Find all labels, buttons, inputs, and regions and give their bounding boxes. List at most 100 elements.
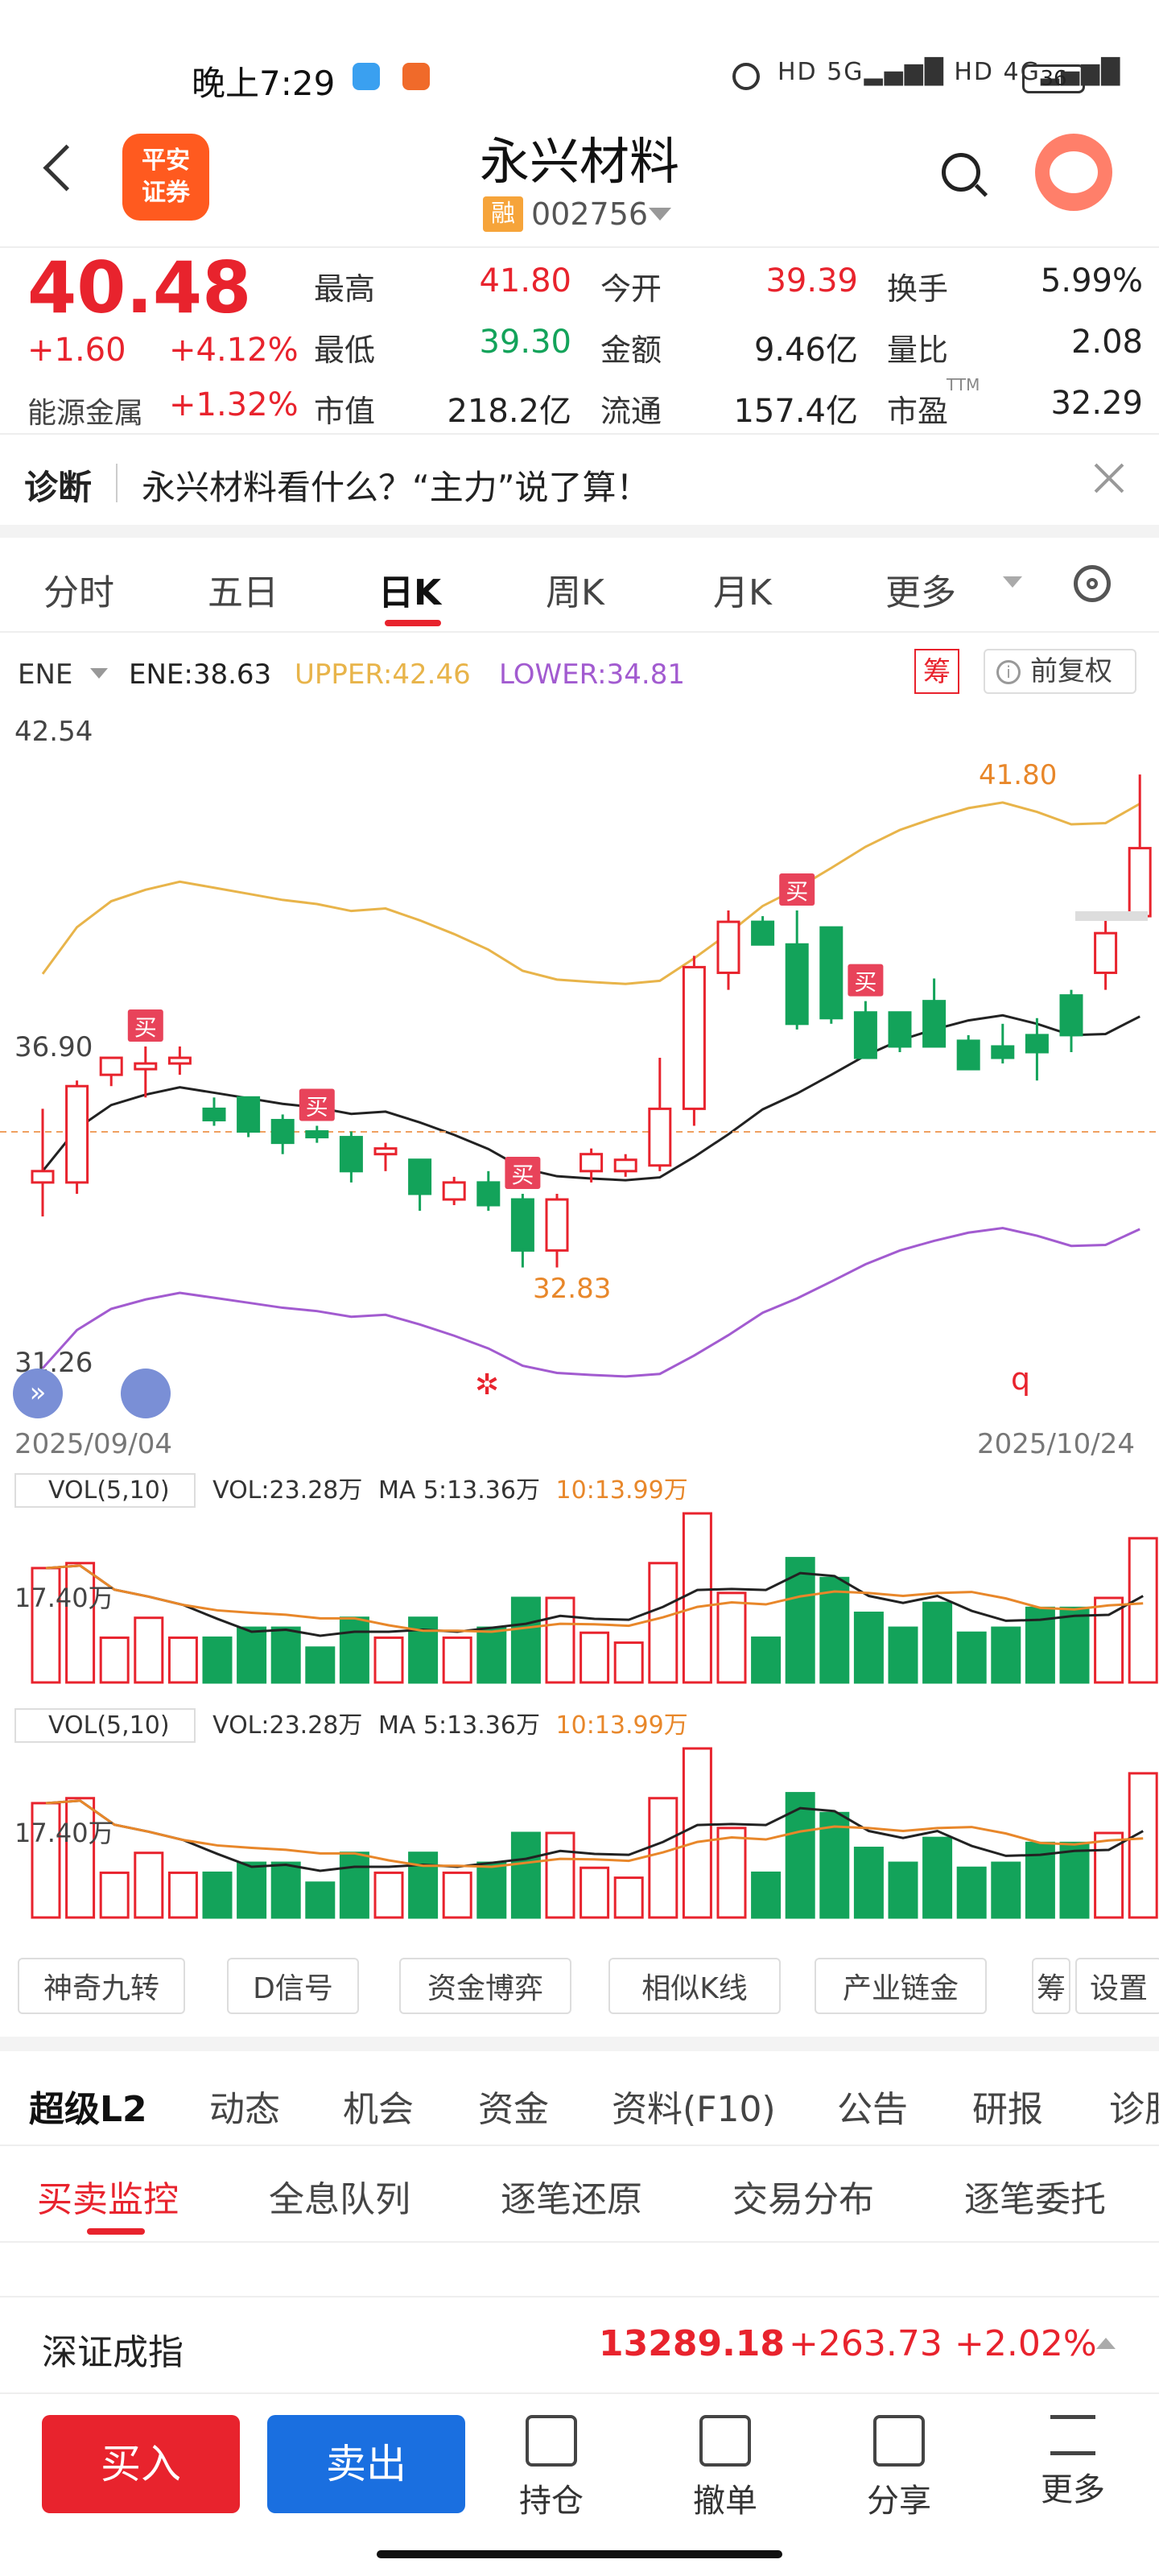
candle — [888, 1011, 912, 1052]
sub-tab-tick-orders[interactable]: 逐笔委托 — [964, 2179, 1106, 2220]
turnover-label: 换手 — [887, 271, 949, 307]
candle — [305, 1125, 329, 1143]
info-tab-diagnosis[interactable]: 诊股 — [1109, 2080, 1159, 2132]
sub-tab-tick-restore[interactable]: 逐笔还原 — [501, 2179, 642, 2220]
diagnosis-label: 诊断 — [24, 468, 93, 507]
volume-chart-2[interactable]: 17.40万 — [0, 1740, 1159, 1934]
tool-fund-game[interactable]: 资金博弈 — [399, 1958, 571, 2014]
volume-bar — [545, 1596, 575, 1684]
info-tab-announcements[interactable]: 公告 — [837, 2089, 908, 2130]
tab-monthly-k[interactable]: 月K — [713, 572, 772, 613]
candle — [270, 1114, 295, 1154]
info-tab-super-l2[interactable]: 超级L2 — [29, 2089, 147, 2130]
close-icon[interactable] — [1090, 459, 1128, 497]
candle — [237, 1096, 261, 1137]
sub-tab-full-queue[interactable]: 全息队列 — [269, 2179, 410, 2220]
candle — [1094, 916, 1118, 990]
info-tab-funds[interactable]: 资金 — [478, 2089, 549, 2130]
info-tab-news[interactable]: 动态 — [209, 2089, 280, 2130]
volume-chart-1[interactable]: 17.40万 — [0, 1505, 1159, 1699]
stock-title[interactable]: 永兴材料 — [479, 132, 679, 191]
share-button[interactable]: 分享 — [847, 2415, 951, 2521]
info-icon: i — [996, 660, 1021, 684]
vol-header-1[interactable]: VOL(5,10) VOL:23.28万 MA 5:13.36万 10:13.9… — [14, 1470, 1141, 1509]
turnover-value: 5.99% — [1040, 262, 1143, 299]
sector-name[interactable]: 能源金属 — [27, 397, 144, 430]
volume-bar — [682, 1512, 712, 1684]
diagnosis-divider — [116, 464, 118, 502]
volume-bar — [202, 1636, 233, 1684]
more-button[interactable]: 更多 — [1021, 2415, 1125, 2510]
volume-bar — [373, 1636, 404, 1684]
index-change: +263.73 — [789, 2323, 942, 2364]
buy-signal-tag[interactable]: 买 — [505, 1156, 541, 1189]
sub-tab-trade-distribution[interactable]: 交易分布 — [732, 2179, 874, 2220]
gear-icon[interactable] — [1074, 565, 1111, 602]
info-tab-opportunity[interactable]: 机会 — [343, 2089, 414, 2130]
buy-signal-tag[interactable]: 买 — [779, 873, 815, 906]
tab-daily-k[interactable]: 日K — [378, 572, 442, 613]
fullscreen-icon[interactable] — [121, 1368, 171, 1418]
buy-button[interactable]: 买入 — [42, 2415, 240, 2513]
chevron-down-icon[interactable] — [90, 668, 108, 679]
adjust-button[interactable]: i 前复权 — [984, 649, 1136, 694]
tool-chip[interactable]: 筹 — [1032, 1958, 1070, 2014]
sub-tab-trade-monitor[interactable]: 买卖监控 — [37, 2179, 179, 2220]
tool-d-signal[interactable]: D信号 — [227, 1958, 359, 2014]
volume-bar — [819, 1811, 850, 1919]
margin-tag: 融 — [483, 196, 523, 232]
vol-title[interactable]: VOL(5,10) — [14, 1473, 196, 1508]
volume-bar — [716, 1591, 747, 1684]
chevron-down-icon[interactable] — [649, 208, 671, 221]
info-tab-f10[interactable]: 资料(F10) — [612, 2089, 776, 2130]
date-end: 2025/10/24 — [977, 1428, 1135, 1460]
tool-industry-chain[interactable]: 产业链金 — [815, 1958, 987, 2014]
tool-similar-k[interactable]: 相似K线 — [608, 1958, 781, 2014]
back-icon[interactable] — [43, 144, 90, 192]
tab-weekly-k[interactable]: 周K — [546, 572, 604, 613]
app-notification-icon-2 — [402, 63, 430, 90]
svg-text:买: 买 — [786, 878, 808, 905]
indicator-name[interactable]: ENE — [18, 658, 73, 691]
chevron-down-icon[interactable] — [1003, 576, 1022, 588]
open-value: 39.39 — [765, 262, 858, 299]
buy-signal-tag[interactable]: 买 — [127, 1009, 163, 1042]
chip-button[interactable]: 筹 — [914, 649, 959, 694]
search-icon[interactable] — [942, 153, 980, 192]
amount-value: 9.46亿 — [753, 332, 858, 369]
tab-more[interactable]: 更多 — [885, 572, 956, 613]
positions-button[interactable]: 持仓 — [499, 2415, 604, 2521]
expand-icon[interactable]: » — [13, 1368, 63, 1418]
volume-bar — [648, 1562, 678, 1684]
candle — [1059, 989, 1083, 1052]
diagnosis-text[interactable]: 永兴材料看什么？“主力”说了算！ — [142, 468, 650, 507]
stock-code[interactable]: 002756 — [531, 196, 649, 232]
vol-title[interactable]: VOL(5,10) — [14, 1708, 196, 1743]
tool-nine-turn[interactable]: 神奇九转 — [18, 1958, 185, 2014]
vol-header-2[interactable]: VOL(5,10) VOL:23.28万 MA 5:13.36万 10:13.9… — [14, 1705, 1141, 1744]
max-price-label: 41.80 — [979, 759, 1057, 791]
volume-bar — [956, 1866, 987, 1919]
buy-signal-tag[interactable]: 买 — [848, 964, 884, 997]
y-axis-top: 42.54 — [14, 716, 93, 748]
chevron-up-icon[interactable] — [1096, 2338, 1116, 2349]
candle — [476, 1170, 501, 1212]
index-name[interactable]: 深证成指 — [42, 2332, 184, 2373]
volume-bar — [1128, 1772, 1158, 1919]
avatar[interactable] — [1035, 134, 1112, 211]
info-tab-research[interactable]: 研报 — [972, 2089, 1043, 2130]
tool-settings[interactable]: 设置 — [1075, 1958, 1159, 2014]
candle — [716, 910, 740, 990]
sell-button[interactable]: 卖出 — [267, 2415, 465, 2513]
status-time: 晚上7:29 — [192, 64, 336, 103]
volume-bar — [31, 1567, 61, 1684]
low-value: 39.30 — [479, 324, 571, 361]
vol-ratio-label: 量比 — [887, 332, 949, 368]
buy-signal-tag[interactable]: 买 — [299, 1088, 335, 1121]
vol-axis-label: 17.40万 — [14, 1583, 114, 1613]
cancel-order-button[interactable]: 撤单 — [673, 2415, 777, 2521]
tab-intraday[interactable]: 分时 — [43, 572, 114, 613]
tab-five-day[interactable]: 五日 — [208, 572, 278, 613]
amount-label: 金额 — [600, 332, 662, 368]
